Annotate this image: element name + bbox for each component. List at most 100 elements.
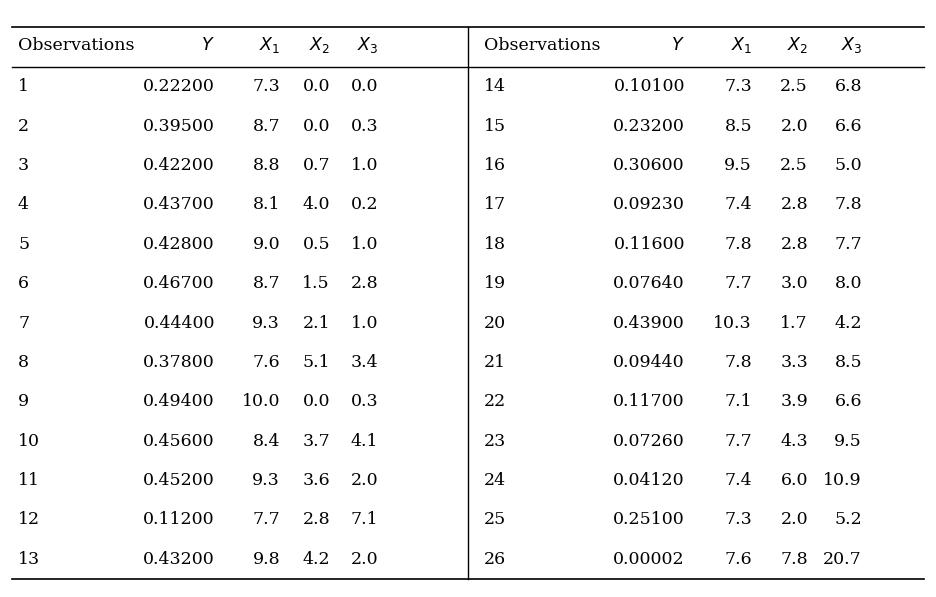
Text: 6.6: 6.6 xyxy=(835,393,862,410)
Text: 8: 8 xyxy=(18,354,29,371)
Text: 3.7: 3.7 xyxy=(302,433,330,450)
Text: 2.5: 2.5 xyxy=(781,78,808,95)
Text: 0.43900: 0.43900 xyxy=(613,315,685,331)
Text: 7.6: 7.6 xyxy=(253,354,280,371)
Text: $Y$: $Y$ xyxy=(201,36,215,54)
Text: $X_3$: $X_3$ xyxy=(357,35,378,55)
Text: 9.8: 9.8 xyxy=(253,551,280,568)
Text: 7.1: 7.1 xyxy=(724,393,752,410)
Text: 5.0: 5.0 xyxy=(834,157,862,174)
Text: 3.3: 3.3 xyxy=(781,354,808,371)
Text: 0.10100: 0.10100 xyxy=(613,78,685,95)
Text: 4.2: 4.2 xyxy=(302,551,330,568)
Text: 2.8: 2.8 xyxy=(781,236,808,253)
Text: 0.44400: 0.44400 xyxy=(143,315,215,331)
Text: 0.45600: 0.45600 xyxy=(143,433,215,450)
Text: 1.7: 1.7 xyxy=(781,315,808,331)
Text: 10.3: 10.3 xyxy=(713,315,752,331)
Text: 19: 19 xyxy=(484,275,506,292)
Text: 7.3: 7.3 xyxy=(724,78,752,95)
Text: 2: 2 xyxy=(18,118,29,134)
Text: 9.5: 9.5 xyxy=(834,433,862,450)
Text: 7.4: 7.4 xyxy=(724,472,752,489)
Text: 0.0: 0.0 xyxy=(302,393,330,410)
Text: 8.5: 8.5 xyxy=(834,354,862,371)
Text: 0.07260: 0.07260 xyxy=(613,433,685,450)
Text: 12: 12 xyxy=(18,512,40,528)
Text: 0.0: 0.0 xyxy=(302,78,330,95)
Text: 10.0: 10.0 xyxy=(241,393,280,410)
Text: 7.4: 7.4 xyxy=(724,196,752,213)
Text: 2.1: 2.1 xyxy=(302,315,330,331)
Text: $Y$: $Y$ xyxy=(671,36,685,54)
Text: 0.39500: 0.39500 xyxy=(143,118,215,134)
Text: 5.1: 5.1 xyxy=(302,354,330,371)
Text: 4: 4 xyxy=(18,196,29,213)
Text: 1: 1 xyxy=(18,78,29,95)
Text: 8.7: 8.7 xyxy=(253,118,280,134)
Text: 1.0: 1.0 xyxy=(350,315,378,331)
Text: 5.2: 5.2 xyxy=(834,512,862,528)
Text: 7.6: 7.6 xyxy=(724,551,752,568)
Text: 0.42200: 0.42200 xyxy=(143,157,215,174)
Text: 3.9: 3.9 xyxy=(781,393,808,410)
Text: 16: 16 xyxy=(484,157,506,174)
Text: 8.8: 8.8 xyxy=(253,157,280,174)
Text: 0.04120: 0.04120 xyxy=(613,472,685,489)
Text: 20: 20 xyxy=(484,315,506,331)
Text: 0.43700: 0.43700 xyxy=(143,196,215,213)
Text: 0.23200: 0.23200 xyxy=(613,118,685,134)
Text: 13: 13 xyxy=(18,551,40,568)
Text: 1.5: 1.5 xyxy=(302,275,330,292)
Text: 0.11600: 0.11600 xyxy=(613,236,685,253)
Text: 10.9: 10.9 xyxy=(824,472,862,489)
Text: 0.46700: 0.46700 xyxy=(143,275,215,292)
Text: $X_3$: $X_3$ xyxy=(841,35,862,55)
Text: 7.8: 7.8 xyxy=(834,196,862,213)
Text: 7.7: 7.7 xyxy=(724,433,752,450)
Text: 0.11200: 0.11200 xyxy=(143,512,215,528)
Text: 7.7: 7.7 xyxy=(252,512,280,528)
Text: 17: 17 xyxy=(484,196,506,213)
Text: 1.0: 1.0 xyxy=(350,157,378,174)
Text: 0.37800: 0.37800 xyxy=(143,354,215,371)
Text: 0.49400: 0.49400 xyxy=(143,393,215,410)
Text: 3: 3 xyxy=(18,157,29,174)
Text: 0.5: 0.5 xyxy=(302,236,330,253)
Text: $X_1$: $X_1$ xyxy=(258,35,280,55)
Text: 14: 14 xyxy=(484,78,506,95)
Text: 7.3: 7.3 xyxy=(252,78,280,95)
Text: 0.09440: 0.09440 xyxy=(613,354,685,371)
Text: 1.0: 1.0 xyxy=(350,236,378,253)
Text: 0.0: 0.0 xyxy=(350,78,378,95)
Text: 0.11700: 0.11700 xyxy=(613,393,685,410)
Text: 9.5: 9.5 xyxy=(724,157,752,174)
Text: 10: 10 xyxy=(18,433,40,450)
Text: 2.0: 2.0 xyxy=(350,472,378,489)
Text: 0.3: 0.3 xyxy=(350,118,378,134)
Text: 11: 11 xyxy=(18,472,40,489)
Text: 2.0: 2.0 xyxy=(350,551,378,568)
Text: $X_1$: $X_1$ xyxy=(731,35,752,55)
Text: 25: 25 xyxy=(484,512,506,528)
Text: 0.42800: 0.42800 xyxy=(143,236,215,253)
Text: 3.0: 3.0 xyxy=(781,275,808,292)
Text: 21: 21 xyxy=(484,354,506,371)
Text: 18: 18 xyxy=(484,236,506,253)
Text: 9: 9 xyxy=(18,393,29,410)
Text: 2.0: 2.0 xyxy=(781,512,808,528)
Text: 4.1: 4.1 xyxy=(350,433,378,450)
Text: 7.7: 7.7 xyxy=(834,236,862,253)
Text: 2.0: 2.0 xyxy=(781,118,808,134)
Text: 2.8: 2.8 xyxy=(781,196,808,213)
Text: 2.8: 2.8 xyxy=(350,275,378,292)
Text: 0.07640: 0.07640 xyxy=(613,275,685,292)
Text: 2.8: 2.8 xyxy=(302,512,330,528)
Text: 15: 15 xyxy=(484,118,506,134)
Text: 8.1: 8.1 xyxy=(253,196,280,213)
Text: 0.3: 0.3 xyxy=(350,393,378,410)
Text: Observations: Observations xyxy=(484,36,601,54)
Text: $X_2$: $X_2$ xyxy=(309,35,330,55)
Text: 23: 23 xyxy=(484,433,506,450)
Text: 6.8: 6.8 xyxy=(835,78,862,95)
